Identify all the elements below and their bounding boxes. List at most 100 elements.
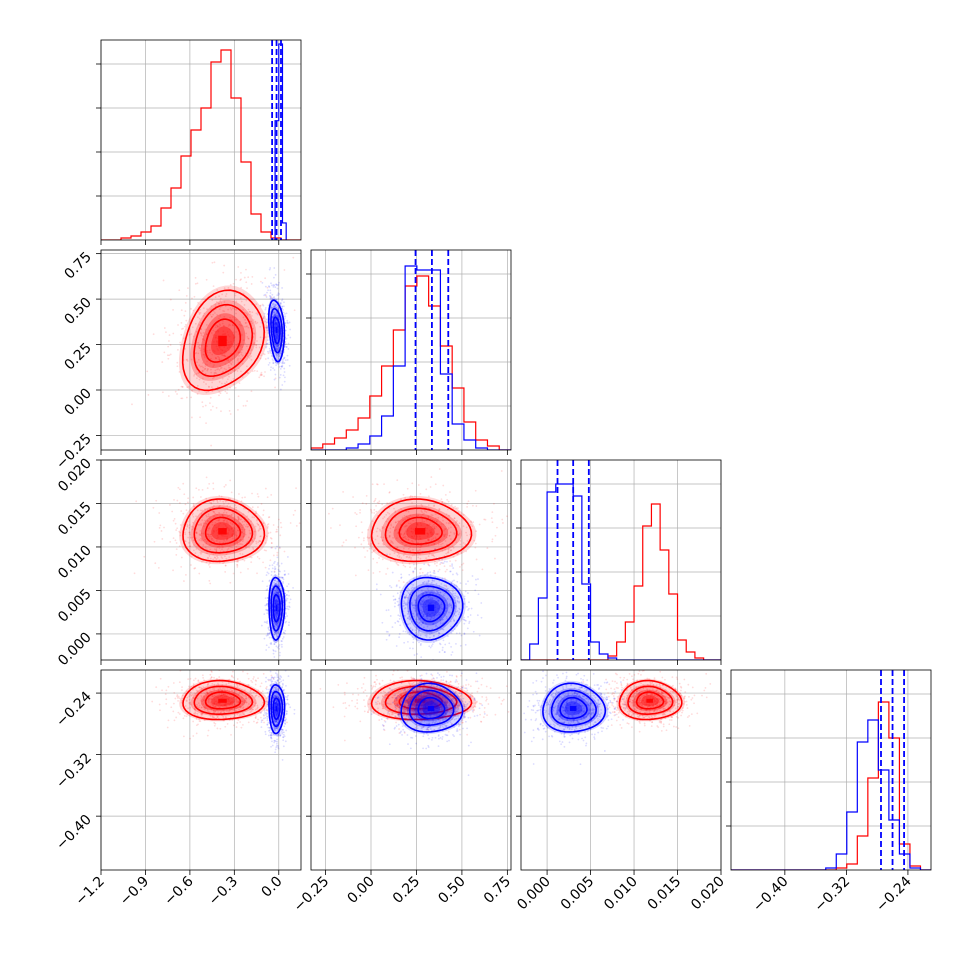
scatter-point [213,721,216,724]
scatter-point [232,526,235,529]
scatter-point [276,606,279,609]
scatter-point [225,521,228,524]
scatter-point [232,537,234,540]
scatter-point [411,604,414,607]
scatter-point [392,595,395,598]
scatter-point [207,513,210,516]
scatter-point [444,556,446,559]
scatter-point [275,530,277,533]
scatter-point [222,333,225,336]
scatter-point [213,556,216,559]
scatter-point [189,737,192,740]
scatter-point [214,557,216,559]
scatter-point [250,708,253,711]
scatter-point [477,593,480,596]
scatter-point [456,585,458,588]
scatter-point [421,550,424,553]
scatter-point [449,565,451,567]
scatter-point [199,349,202,352]
scatter-point [208,527,211,530]
scatter-point [381,558,384,561]
scatter-point [206,552,209,555]
scatter-point [412,570,415,573]
scatter-point [269,297,272,300]
scatter-point [278,576,281,579]
scatter-point [400,573,403,576]
scatter-point [200,551,203,554]
scatter-point [276,356,279,359]
scatter-point [165,703,168,705]
scatter-point [428,529,431,532]
scatter-point [433,635,435,637]
scatter-point [194,277,197,279]
scatter-point [433,604,436,607]
scatter-point [404,530,407,533]
scatter-point [276,345,278,348]
scatter-point [439,539,441,542]
scatter-point [276,314,279,317]
scatter-point [226,504,229,507]
scatter-point [155,686,158,689]
scatter-point [249,701,252,704]
scatter-point [456,580,459,583]
scatter-point [284,716,287,719]
scatter-point [277,298,280,300]
scatter-point [197,372,200,374]
scatter-point [215,529,218,532]
scatter-point [452,618,455,621]
scatter-point [502,522,504,524]
scatter-point [274,322,277,325]
scatter-point [466,534,468,537]
scatter-point [397,553,400,555]
scatter-point [199,311,202,314]
scatter-point [456,524,458,526]
scatter-point [188,685,190,688]
scatter-point [453,517,456,520]
scatter-point [363,537,365,539]
scatter-point [410,530,413,533]
scatter-point [427,515,429,518]
scatter-point [276,588,278,590]
scatter-point [178,713,181,715]
scatter-point [270,570,273,573]
scatter-point [212,695,214,698]
scatter-point [284,315,287,318]
scatter-point [233,691,235,694]
scatter-point [277,568,280,571]
scatter-point [231,690,234,692]
scatter-point [224,355,226,358]
scatter-point [418,535,421,538]
scatter-point [278,628,281,631]
scatter-point [392,599,395,601]
scatter-point [441,501,444,504]
scatter-point [411,628,414,631]
scatter-point [286,321,289,324]
scatter-point [191,389,193,392]
scatter-point [204,692,207,695]
scatter-point [174,697,177,700]
scatter-point [200,328,202,331]
scatter-point [214,522,217,524]
scatter-point [460,634,463,637]
scatter-point [257,506,259,509]
scatter-point [167,357,170,360]
scatter-point [211,390,214,393]
scatter-point [239,324,242,327]
scatter-point [180,385,183,388]
scatter-point [234,530,237,533]
scatter-point [219,324,222,327]
scatter-point [275,364,277,367]
scatter-point [163,327,166,329]
scatter-point [205,523,208,525]
scatter-point [442,608,444,611]
scatter-point [274,602,277,605]
scatter-point [425,599,428,602]
scatter-point [225,538,228,541]
scatter-point [266,291,268,294]
scatter-point [361,531,364,534]
scatter-point [222,562,224,565]
scatter-point [210,670,213,672]
scatter-point [398,597,400,600]
scatter-point [254,525,257,528]
scatter-point [161,391,164,394]
